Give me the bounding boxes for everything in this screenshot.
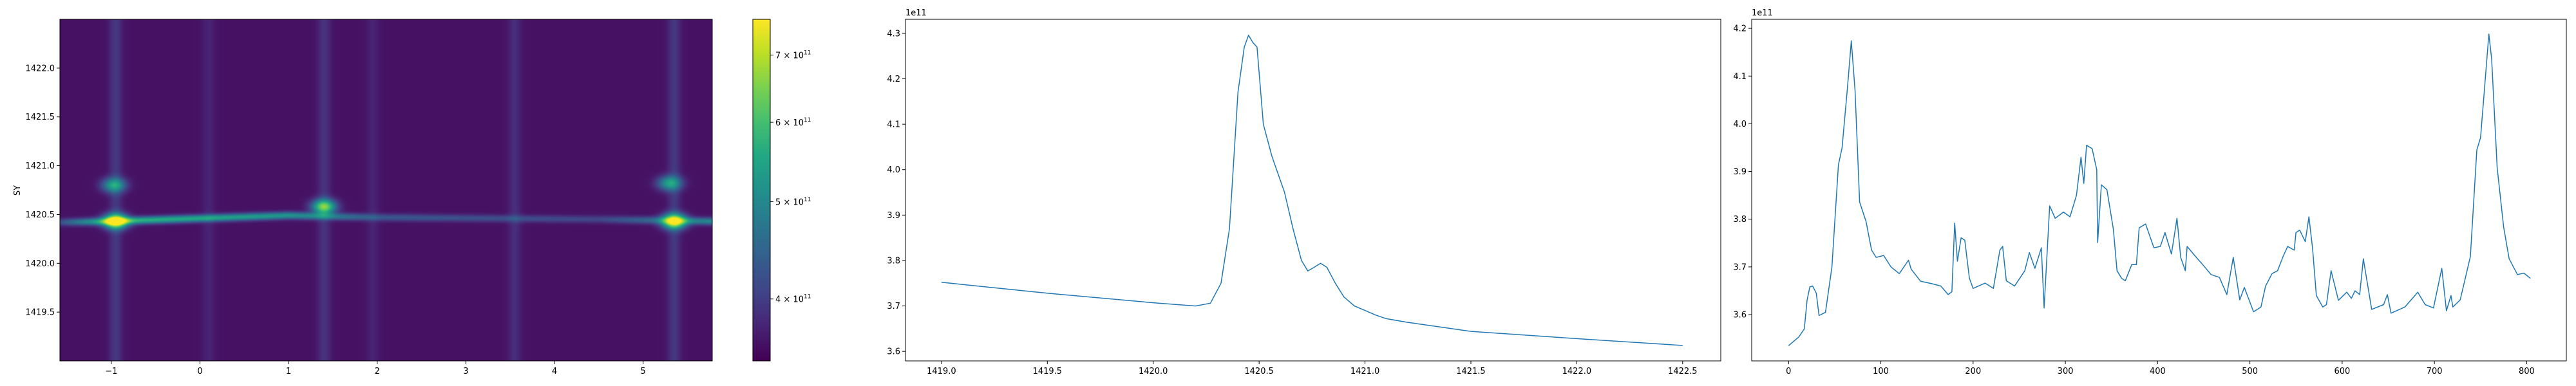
colorbar-tick-label: 5 × 1011	[775, 197, 811, 208]
panel3-ytick-label: 3.7	[1733, 262, 1747, 272]
heatmap-image	[60, 19, 712, 361]
panel2-xtick-label: 1419.5	[1033, 367, 1063, 376]
panel3-xtick-label: 200	[1965, 367, 1981, 376]
heatmap-xtick-label: 4	[552, 367, 557, 376]
tick-exponent: 11	[804, 197, 811, 203]
panel2-series-line	[941, 34, 1683, 346]
colorbar-tick-label: 7 × 1011	[775, 50, 811, 61]
tick-exponent: 11	[804, 50, 811, 57]
heatmap-ytick-label: 1422.0	[26, 64, 55, 73]
heatmap-xtick-label: 3	[463, 367, 468, 376]
panel2-xtick-label: 1422.5	[1668, 367, 1698, 376]
panel3-ytick-label: 3.6	[1733, 311, 1747, 320]
panel3-ytick-label: 4.1	[1733, 72, 1747, 82]
panel3-xtick-label: 0	[1786, 367, 1791, 376]
heatmap-xtick-label: 0	[197, 367, 202, 376]
panel2-ytick-label: 4.1	[887, 120, 900, 130]
tick-base: 4 × 10	[775, 295, 804, 305]
heatmap-ylabel: SY	[13, 185, 23, 196]
panel3-ytick-label: 3.9	[1733, 167, 1747, 177]
tick-base: 6 × 10	[775, 118, 804, 128]
panel2-ytick-label: 3.8	[887, 256, 900, 266]
panel2-xtick-label: 1422.0	[1562, 367, 1592, 376]
panel2-xtick-label: 1420.0	[1139, 367, 1168, 376]
panel2-ytick-label: 4.3	[887, 29, 900, 39]
panel3-xtick-label: 400	[2150, 367, 2166, 376]
colorbar-tick-label: 4 × 1011	[775, 294, 811, 305]
tick-base: 5 × 10	[775, 198, 804, 208]
heatmap-ytick-label: 1420.5	[26, 210, 55, 220]
panel2-ytick-label: 4.0	[887, 165, 900, 175]
heatmap-ytick-label: 1420.0	[26, 259, 55, 269]
colorbar-gradient	[753, 19, 770, 361]
panel3-offset-label: 1e11	[1752, 8, 1773, 18]
panel3-xtick-label: 300	[2058, 367, 2074, 376]
panel2-xtick-label: 1420.5	[1244, 367, 1274, 376]
panel3-xtick-label: 500	[2242, 367, 2258, 376]
heatmap-ytick-label: 1421.0	[26, 161, 55, 171]
panel3-xtick-label: 800	[2519, 367, 2535, 376]
tick-base: 7 × 10	[775, 51, 804, 61]
heatmap-ytick-label: 1419.5	[26, 308, 55, 318]
panel2-xtick-label: 1419.0	[927, 367, 956, 376]
heatmap-xtick-label: 5	[641, 367, 646, 376]
colorbar-frame	[752, 19, 771, 362]
panel2-xtick-label: 1421.5	[1456, 367, 1486, 376]
tick-exponent: 11	[804, 117, 811, 124]
panel3-xtick-label: 100	[1873, 367, 1889, 376]
panel2-offset-label: 1e11	[905, 8, 927, 18]
heatmap-ytick-label: 1421.5	[26, 113, 55, 122]
tick-exponent: 11	[804, 294, 811, 300]
axes-frame-3	[1751, 19, 2567, 362]
panel3-ytick-label: 4.0	[1733, 120, 1747, 129]
panel3-xtick-label: 700	[2427, 367, 2443, 376]
panel3-ytick-label: 4.2	[1733, 24, 1747, 34]
panel2-ytick-label: 3.7	[887, 302, 900, 311]
panel2-ytick-label: 4.2	[887, 75, 900, 84]
panel3-ytick-label: 3.8	[1733, 215, 1747, 225]
panel3-xtick-label: 600	[2334, 367, 2350, 376]
panel3-series-line	[1788, 33, 2531, 346]
panel2-ytick-label: 3.9	[887, 211, 900, 221]
panel2-xtick-label: 1421.0	[1350, 367, 1380, 376]
heatmap-xtick-label: 2	[375, 367, 380, 376]
heatmap-xtick-label: 1	[286, 367, 291, 376]
axes-frame-1	[59, 19, 713, 362]
colorbar-tick-label: 6 × 1011	[775, 117, 811, 128]
heatmap-xtick-label: −1	[105, 367, 117, 376]
axes-frame-2	[905, 19, 1721, 362]
panel2-ytick-label: 3.6	[887, 347, 900, 357]
